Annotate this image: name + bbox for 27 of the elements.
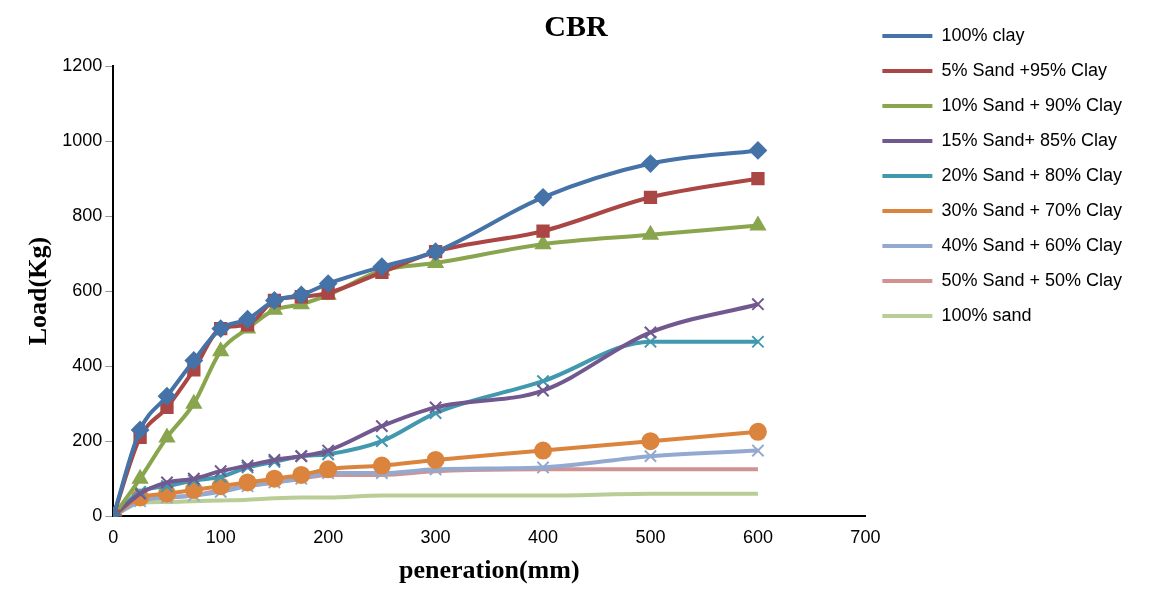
x-axis-title: peneration(mm)	[399, 555, 580, 585]
y-tick-label: 600	[72, 280, 103, 301]
x-tick-label: 100	[205, 526, 236, 547]
y-tick-label: 1000	[62, 130, 103, 150]
y-tick-label: 1200	[62, 54, 103, 75]
legend-label: 5% Sand +95% Clay	[941, 59, 1107, 80]
y-tick-label: 400	[72, 355, 103, 376]
x-tick-label: 700	[850, 526, 881, 547]
chart-title: CBR	[544, 8, 608, 42]
legend-label: 50% Sand + 50% Clay	[941, 269, 1123, 290]
x-tick-label: 500	[635, 526, 666, 547]
legend-label: 100% sand	[941, 304, 1032, 325]
y-tick-label: 0	[92, 505, 103, 526]
legend-label: 15% Sand+ 85% Clay	[941, 129, 1118, 150]
legend-label: 10% Sand + 90% Clay	[941, 94, 1123, 115]
x-tick-label: 300	[420, 526, 451, 547]
legend-label: 40% Sand + 60% Clay	[941, 234, 1123, 255]
x-tick-label: 600	[742, 526, 773, 547]
x-tick-label: 400	[528, 526, 559, 547]
y-tick-label: 200	[72, 430, 103, 451]
y-axis-title: Load(Kg)	[23, 236, 53, 346]
legend-label: 30% Sand + 70% Clay	[941, 199, 1123, 220]
legend-label: 20% Sand + 80% Clay	[941, 164, 1123, 185]
x-tick-label: 0	[108, 526, 119, 547]
x-tick-label: 200	[313, 526, 344, 547]
legend-label: 100% clay	[941, 24, 1025, 45]
y-tick-label: 800	[72, 205, 103, 226]
